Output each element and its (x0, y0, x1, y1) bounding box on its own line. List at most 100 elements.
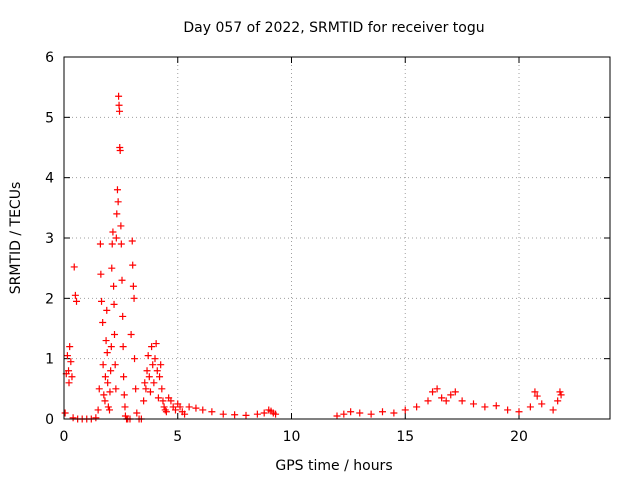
data-point (112, 234, 120, 242)
data-point (433, 385, 441, 393)
data-point (113, 210, 121, 218)
data-point (106, 388, 114, 396)
data-point (442, 397, 450, 405)
data-point (66, 343, 74, 351)
x-tick-label: 0 (60, 429, 69, 445)
data-point (549, 406, 557, 414)
data-point (156, 373, 164, 381)
data-point (492, 402, 500, 410)
data-point (538, 400, 546, 408)
data-point (152, 340, 160, 348)
data-point (101, 373, 109, 381)
data-point (120, 373, 128, 381)
data-point (219, 410, 227, 418)
data-point (71, 291, 79, 299)
y-tick-label: 3 (45, 231, 54, 247)
data-point (108, 264, 116, 272)
data-point (115, 92, 123, 100)
data-point (176, 403, 184, 411)
plot-frame (63, 56, 611, 420)
data-point (356, 409, 364, 417)
data-point (130, 294, 138, 302)
y-tick-label: 0 (45, 412, 54, 428)
data-point (140, 397, 148, 405)
data-point (390, 409, 398, 417)
data-point (145, 373, 153, 381)
y-tick-label: 4 (45, 171, 54, 187)
data-point (63, 352, 71, 360)
data-point (208, 408, 216, 416)
data-point (142, 385, 150, 393)
data-point (167, 397, 175, 405)
data-point (111, 331, 119, 339)
data-point (199, 406, 207, 414)
data-point (104, 379, 112, 387)
data-point (157, 361, 165, 369)
data-point (117, 240, 125, 248)
data-point (92, 414, 100, 422)
data-point (110, 300, 118, 308)
data-point (99, 361, 107, 369)
data-point (65, 379, 73, 387)
data-point (272, 410, 280, 418)
data-point (504, 406, 512, 414)
data-point (103, 306, 111, 314)
data-point (102, 337, 110, 345)
points-layer (61, 92, 565, 423)
data-point (65, 367, 73, 375)
data-point (112, 385, 120, 393)
data-point (117, 222, 125, 230)
data-point (119, 312, 127, 320)
data-point (114, 198, 122, 206)
data-point (151, 355, 159, 363)
data-point (554, 397, 562, 405)
x-tick-label: 5 (173, 429, 182, 445)
data-point (115, 101, 123, 109)
data-point (367, 410, 375, 418)
x-tick-label: 20 (510, 429, 528, 445)
data-point (98, 297, 106, 305)
data-point (148, 343, 156, 351)
data-point (153, 367, 161, 375)
data-point (242, 411, 250, 419)
y-tick-label: 5 (45, 110, 54, 126)
data-point (333, 412, 341, 420)
ticks-layer: 0 5 10 15 20 0 1 2 3 4 5 6 (45, 50, 610, 445)
data-point (401, 406, 409, 414)
data-point (458, 397, 466, 405)
x-tick-label: 10 (283, 429, 301, 445)
data-point (231, 411, 239, 419)
chart-title: Day 057 of 2022, SRMTID for receiver tog… (183, 20, 484, 36)
data-point (111, 361, 119, 369)
data-point (347, 408, 355, 416)
data-point (129, 261, 137, 269)
data-point (108, 240, 116, 248)
data-point (451, 388, 459, 396)
data-point (144, 352, 152, 360)
data-point (97, 270, 105, 278)
data-point (113, 186, 121, 194)
y-tick-label: 1 (45, 352, 54, 368)
data-point (470, 400, 477, 408)
data-point (70, 263, 78, 271)
data-point (132, 385, 140, 393)
data-point (99, 318, 107, 326)
data-point (128, 237, 136, 245)
data-point (106, 406, 113, 414)
data-point (150, 379, 158, 387)
data-point (69, 414, 77, 422)
data-point (107, 343, 115, 351)
data-point (96, 240, 104, 248)
data-point (118, 276, 126, 284)
data-point (162, 408, 170, 416)
data-point (429, 388, 437, 396)
data-point (171, 406, 179, 414)
data-point (526, 403, 534, 411)
data-point (447, 391, 455, 399)
data-point (109, 228, 117, 236)
data-point (260, 409, 268, 417)
y-tick-label: 6 (45, 50, 54, 66)
data-point (133, 409, 141, 417)
data-point (160, 403, 168, 411)
data-point (556, 388, 564, 396)
